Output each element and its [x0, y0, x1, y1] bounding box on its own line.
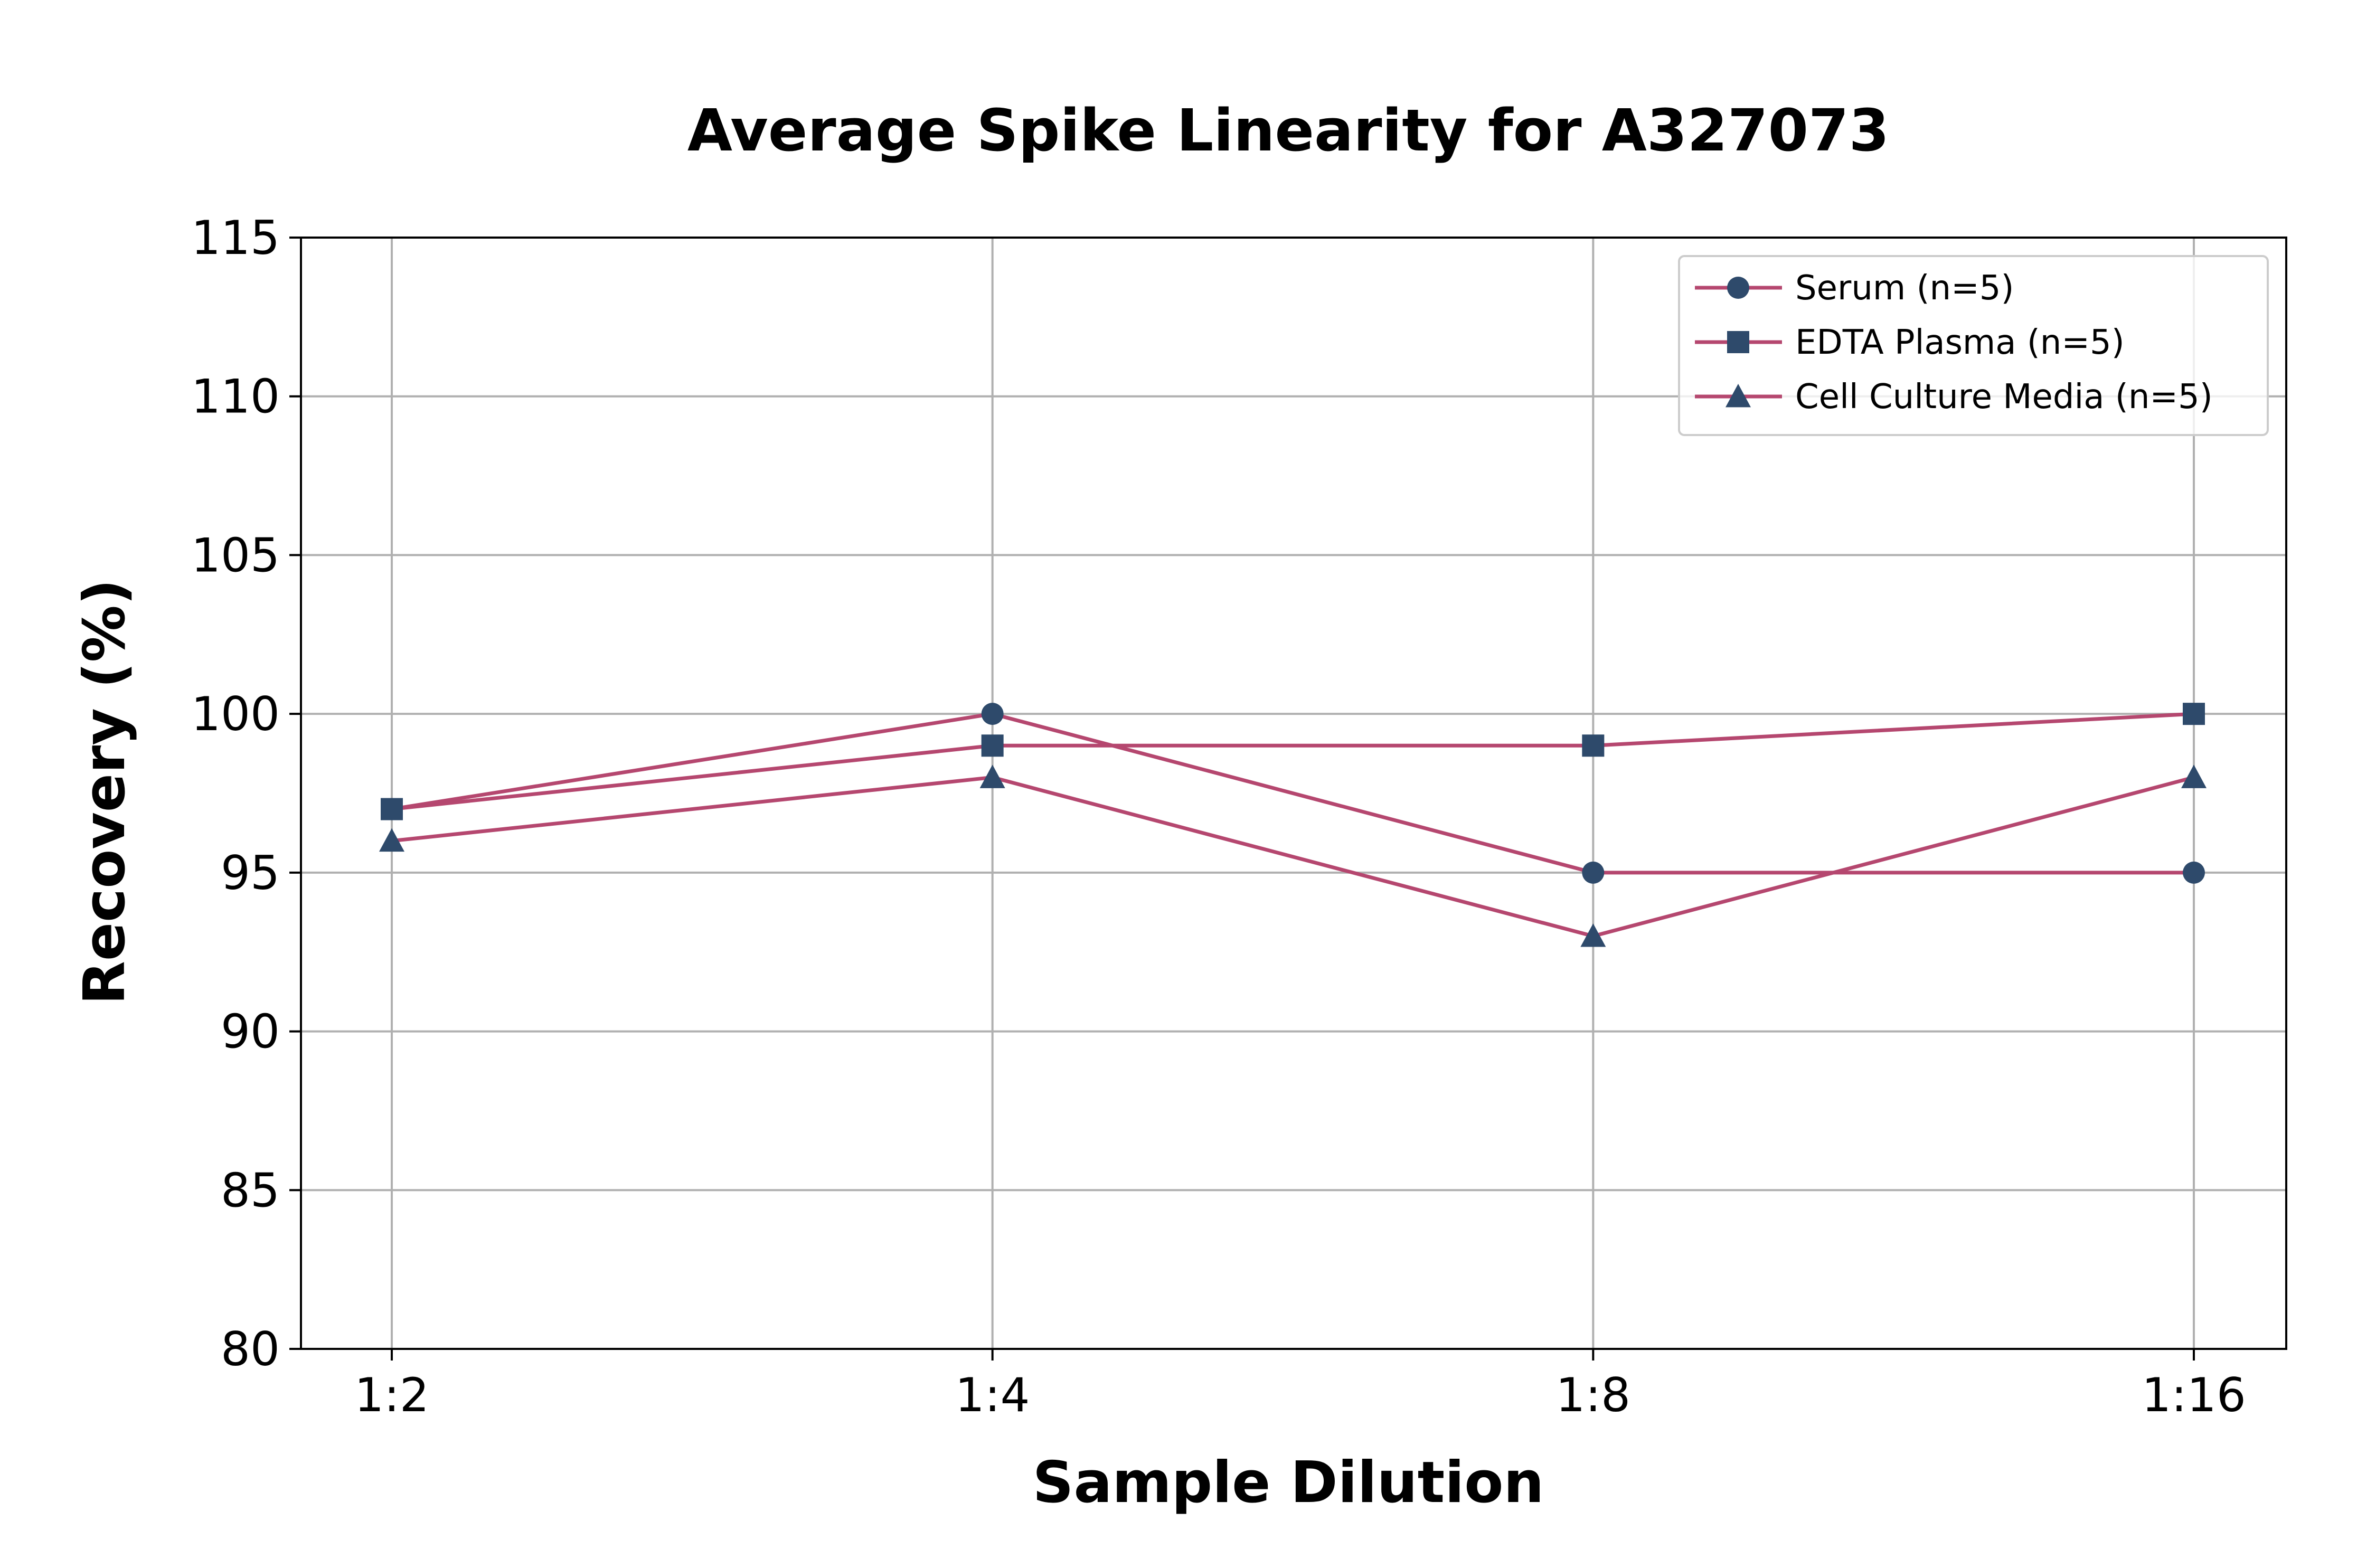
series-square: [381, 703, 2205, 820]
data-point: [2183, 861, 2205, 884]
legend-label: Cell Culture Media (n=5): [1795, 377, 2213, 417]
y-tick-label: 85: [221, 1163, 280, 1217]
x-tick-label: 1:2: [354, 1368, 429, 1422]
legend-marker: [1726, 384, 1751, 408]
data-point: [981, 703, 1004, 725]
y-axis-label: Recovery (%): [72, 579, 138, 1005]
x-tick-label: 1:16: [2142, 1368, 2246, 1422]
data-point: [2183, 703, 2205, 725]
legend-marker: [1727, 331, 1749, 353]
x-tick-label: 1:8: [1556, 1368, 1631, 1422]
legend-entry: EDTA Plasma (n=5): [1695, 323, 2125, 362]
y-tick-label: 90: [221, 1005, 280, 1059]
series-layer: [379, 703, 2207, 947]
plot-area-frame: [300, 237, 2287, 1350]
data-point: [1582, 861, 1605, 884]
data-point: [381, 798, 403, 820]
y-tick-label: 110: [191, 370, 280, 424]
legend-label: Serum (n=5): [1795, 269, 2014, 308]
axis-ticks: 80 85 90 95 100 105 110 115 1:2 1:4 1:8 1:16: [191, 211, 2246, 1422]
x-tick-label: 1:4: [955, 1368, 1030, 1422]
series-triangle: [379, 764, 2207, 947]
data-point: [1580, 923, 1606, 947]
legend-entry: Serum (n=5): [1695, 269, 2014, 308]
series-line: [391, 712, 2194, 811]
y-tick-label: 100: [191, 687, 280, 741]
legend-box: [1678, 255, 2269, 436]
series-line: [391, 775, 2194, 938]
y-tick-label: 80: [221, 1322, 280, 1376]
legend-entry: Cell Culture Media (n=5): [1695, 377, 2213, 417]
data-point: [979, 764, 1005, 788]
data-point: [2181, 764, 2207, 788]
data-point: [379, 828, 404, 852]
data-point: [981, 734, 1004, 757]
y-tick-label: 105: [191, 528, 280, 582]
legend-marker: [1727, 277, 1749, 299]
y-tick-label: 95: [221, 846, 280, 900]
y-tick-label: 115: [191, 211, 280, 265]
legend-label: EDTA Plasma (n=5): [1795, 323, 2125, 362]
data-point: [1582, 734, 1605, 757]
legend: Serum (n=5) EDTA Plasma (n=5) Cell Culture…: [1678, 255, 2269, 436]
series-line: [391, 712, 2194, 875]
x-axis-label: Sample Dilution: [1033, 1450, 1544, 1516]
chart-title: Average Spike Linearity for A327073: [687, 97, 1889, 164]
